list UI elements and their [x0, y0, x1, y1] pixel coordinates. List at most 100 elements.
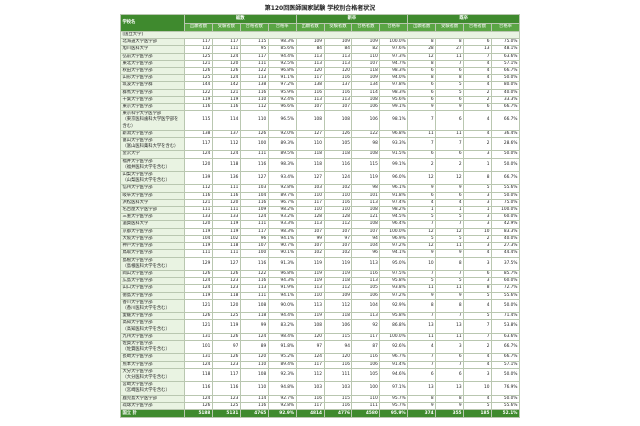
cell: 110 [351, 52, 381, 61]
total-cell: 92.9% [267, 408, 297, 419]
cell: 100 [239, 137, 269, 152]
cell: 109 [295, 38, 325, 47]
cell: 113 [295, 52, 325, 61]
cell: 100.0% [490, 206, 521, 215]
school-row: 琉球大学医学部 126 125 116 92.8% 117 116 111 95.7% 9 9 5 55… [120, 401, 521, 410]
school-name: 鹿児島大学医学部 [120, 394, 185, 403]
cell: 120 [184, 220, 213, 229]
cell: 91.8% [379, 191, 409, 200]
section-row: [国立大学] [120, 30, 520, 40]
cell: 102 [211, 234, 241, 244]
cell: 109 [351, 38, 381, 47]
cell: 85.6% [267, 45, 297, 54]
cell: 107 [351, 59, 381, 69]
cell: 122 [239, 269, 269, 279]
cell: 8 [407, 74, 437, 83]
cell: 116 [239, 88, 269, 97]
cell: 107 [323, 103, 353, 112]
cell: 93.2% [267, 213, 297, 222]
school-row: 山口大学医学部 124 123 113 91.9% 113 112 105 93.8% 11 11 8… [120, 284, 521, 293]
cell: 133 [211, 213, 241, 222]
cell: 110 [295, 206, 325, 215]
table-header: 学校名 総数 新卒 既卒 出願者数 受験者数 合格者数 合格率 出願者数 受験者数 合格者数 合格… [120, 14, 521, 32]
cell: 3 [463, 277, 492, 286]
cell: 138 [239, 81, 269, 90]
cell: 110 [295, 191, 325, 200]
cell: 28.6% [490, 137, 521, 152]
cell: 108 [351, 95, 381, 105]
cell: 94.3% [267, 277, 297, 286]
cell: 7 [407, 137, 437, 152]
cell: 116 [211, 381, 241, 396]
total-cell: 4765 [239, 408, 269, 419]
cell: 11 [435, 242, 465, 251]
cell: 105 [351, 284, 381, 293]
cell: 118 [323, 277, 353, 286]
cell: 97 [211, 339, 241, 355]
cell: 111 [239, 220, 269, 229]
cell: 11 [435, 284, 465, 293]
cell: 92.8% [267, 401, 297, 410]
cell: 94.6% [379, 367, 409, 383]
cell: 124 [239, 213, 269, 222]
cell: 121 [184, 298, 213, 314]
cell: 119 [295, 312, 325, 321]
cell: 122 [239, 67, 269, 76]
school-row: 徳島大学医学部 119 118 111 94.1% 110 109 106 97.2% 9 9 5 55… [120, 291, 521, 300]
cell: 108 [295, 110, 325, 131]
cell: 9 [407, 401, 437, 410]
cell: 116 [323, 157, 353, 173]
section-label: [国立大学] [120, 30, 520, 40]
cell: 112 [184, 184, 213, 193]
cell: 115 [323, 394, 353, 403]
school-name: 岡山大学医学部 [120, 269, 185, 279]
cell: 4 [463, 394, 492, 403]
cell: 5 [435, 213, 465, 222]
school-name: 熊本大学医学部 [120, 360, 185, 369]
cell: 94.7% [379, 59, 409, 69]
cell: 96.8% [267, 269, 297, 279]
cell: 112 [323, 298, 353, 314]
cell: 37.5% [490, 256, 521, 271]
cell: 11 [407, 284, 437, 293]
column-header: 合格者数 [239, 22, 269, 32]
cell: 107 [295, 242, 325, 251]
cell: 40.0% [490, 88, 521, 97]
cell: 110 [239, 360, 269, 369]
cell: 127 [295, 129, 325, 139]
cell: 4 [407, 198, 437, 208]
cell: 116 [184, 103, 213, 112]
cell: 116 [351, 269, 381, 279]
cell: 119 [211, 319, 241, 334]
cell: 116 [323, 360, 353, 369]
cell: 93.3% [267, 220, 297, 229]
school-row: 群馬大学医学部 122 121 116 95.9% 116 116 114 98.3% 6 5 2 40… [120, 88, 521, 97]
cell: 6 [435, 150, 465, 159]
cell: 106 [351, 291, 381, 300]
school-name: 徳島大学医学部 [120, 291, 185, 300]
cell: 117 [295, 360, 325, 369]
cell: 97.2% [379, 242, 409, 251]
cell: 9 [435, 291, 465, 300]
cell: 95.2% [267, 353, 297, 362]
cell: 113 [295, 220, 325, 229]
cell: 111 [239, 150, 269, 159]
school-row: 岐阜大学医学部 116 116 104 89.7% 110 110 101 91.8% 6 6 3 50… [120, 191, 521, 200]
cell: 42.9% [490, 220, 521, 229]
cell: 113 [295, 59, 325, 69]
cell: 71.4% [490, 312, 521, 321]
cell: 92.9% [379, 298, 409, 314]
cell: 96.8% [379, 129, 409, 139]
cell: 116 [323, 74, 353, 83]
cell: 2 [463, 339, 492, 355]
cell: 93.8% [379, 284, 409, 293]
cell: 12 [407, 171, 437, 186]
cell: 3 [463, 150, 492, 159]
school-name: 広島大学医学部 [120, 277, 185, 286]
cell: 66.7% [490, 110, 521, 131]
cell: 6 [463, 38, 492, 47]
cell: 10 [463, 381, 492, 396]
cell: 91.3% [267, 256, 297, 271]
cell: 118 [295, 157, 325, 173]
cell: 2 [463, 234, 492, 244]
